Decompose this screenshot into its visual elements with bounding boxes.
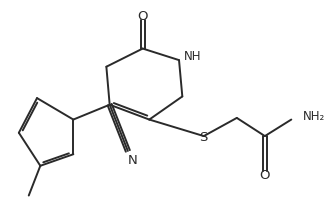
Text: NH: NH <box>184 50 201 63</box>
Text: O: O <box>137 10 148 23</box>
Text: O: O <box>260 169 270 182</box>
Text: N: N <box>128 154 138 167</box>
Text: NH₂: NH₂ <box>303 110 325 123</box>
Text: S: S <box>200 131 208 144</box>
